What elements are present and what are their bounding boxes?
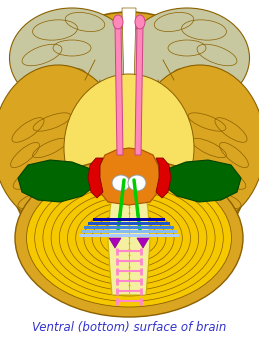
Polygon shape xyxy=(129,230,177,233)
Polygon shape xyxy=(129,222,170,225)
Polygon shape xyxy=(122,8,136,130)
Polygon shape xyxy=(129,218,165,221)
Ellipse shape xyxy=(10,8,134,108)
Ellipse shape xyxy=(26,169,232,307)
Ellipse shape xyxy=(125,8,249,108)
Ellipse shape xyxy=(0,65,123,225)
Polygon shape xyxy=(129,234,179,237)
Ellipse shape xyxy=(5,12,253,284)
Polygon shape xyxy=(79,234,129,237)
Text: Ventral (bottom) surface of brain: Ventral (bottom) surface of brain xyxy=(32,320,226,334)
Ellipse shape xyxy=(113,15,123,29)
Polygon shape xyxy=(81,230,129,233)
Polygon shape xyxy=(18,160,96,202)
Polygon shape xyxy=(135,25,143,155)
Ellipse shape xyxy=(135,15,145,29)
Polygon shape xyxy=(108,180,150,295)
Polygon shape xyxy=(88,158,103,198)
Polygon shape xyxy=(88,222,129,225)
Ellipse shape xyxy=(15,159,243,317)
Polygon shape xyxy=(129,226,174,229)
Polygon shape xyxy=(109,238,121,248)
Ellipse shape xyxy=(64,74,194,222)
Polygon shape xyxy=(137,238,149,248)
Polygon shape xyxy=(97,148,161,205)
Polygon shape xyxy=(115,25,123,155)
Ellipse shape xyxy=(112,175,130,191)
Ellipse shape xyxy=(128,175,146,191)
Polygon shape xyxy=(156,158,171,198)
Polygon shape xyxy=(93,218,129,221)
Polygon shape xyxy=(84,226,129,229)
Ellipse shape xyxy=(135,65,259,225)
Polygon shape xyxy=(163,160,241,202)
